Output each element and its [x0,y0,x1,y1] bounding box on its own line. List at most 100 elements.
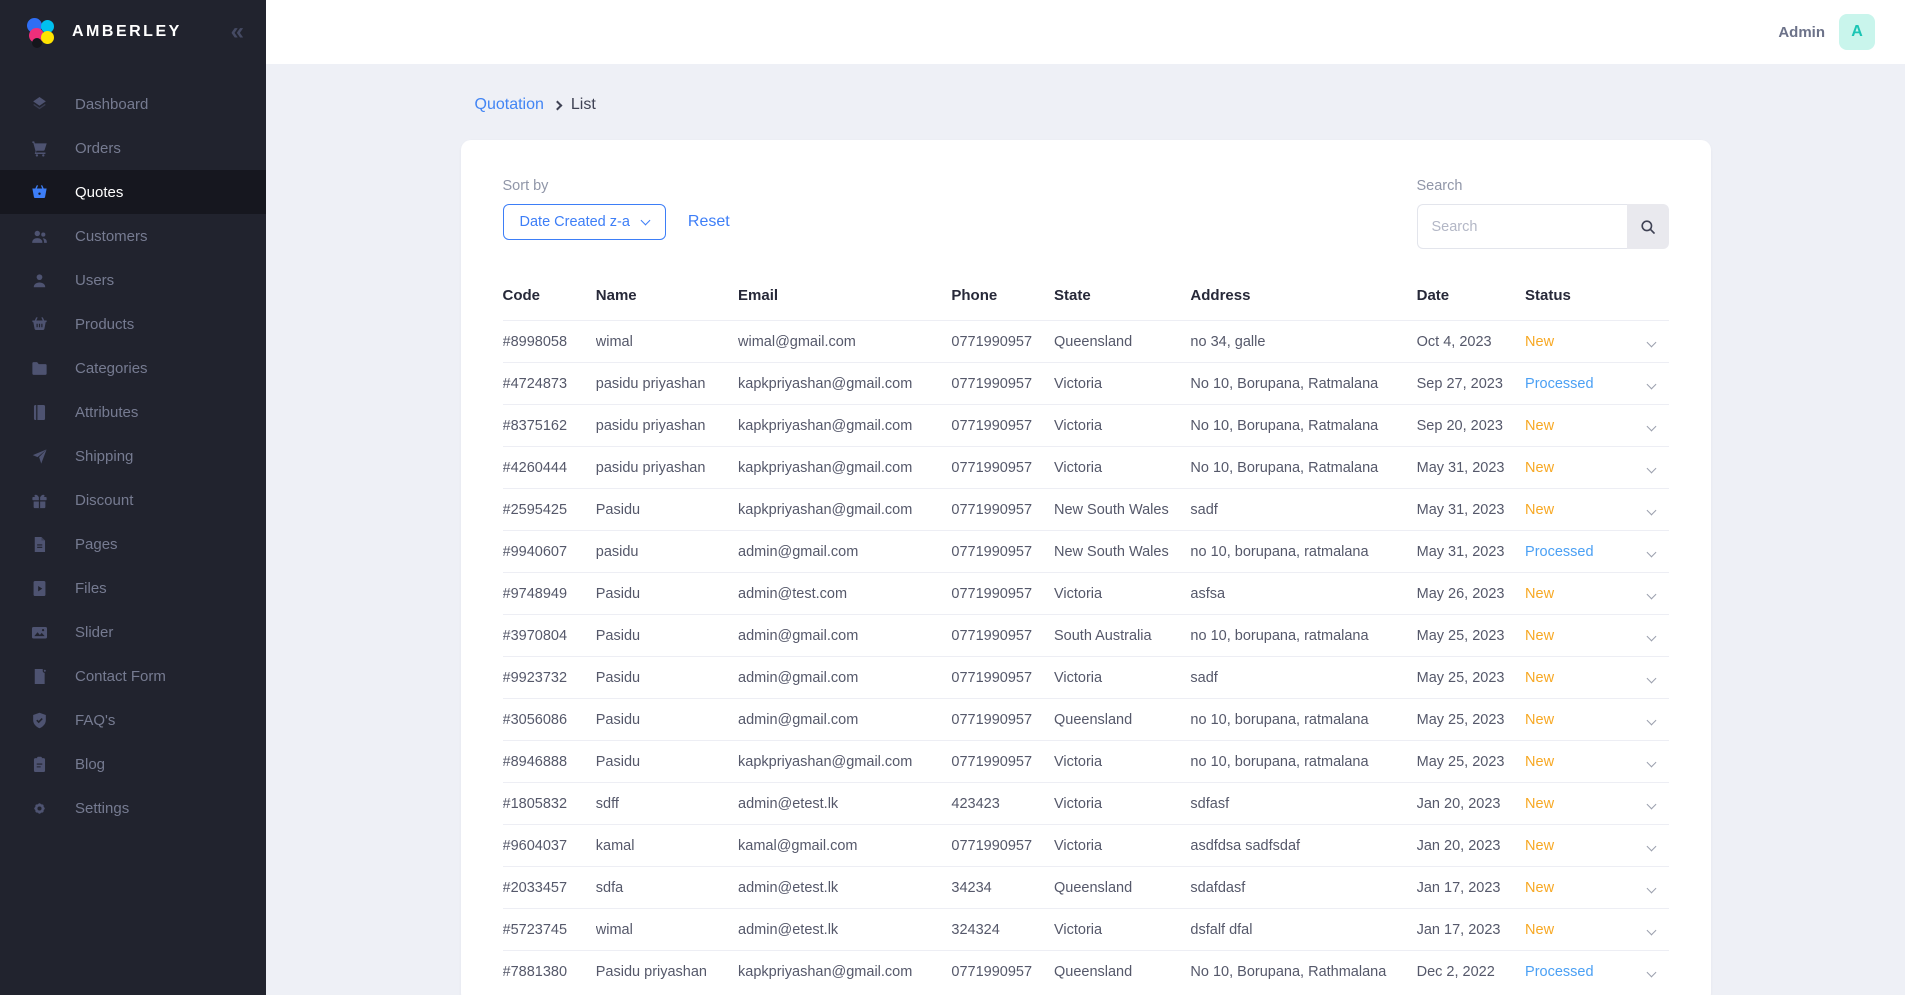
reset-button[interactable]: Reset [687,213,730,230]
sidebar-item-discount[interactable]: Discount [0,478,266,522]
sidebar-item-slider[interactable]: Slider [0,610,266,654]
cell-state: New South Wales [1053,530,1191,573]
cell-date: May 25, 2023 [1416,740,1526,783]
status-badge: New [1525,320,1640,363]
row-expand-chevron-icon[interactable] [1646,967,1656,978]
cell-address: no 10, borupana, ratmalana [1190,698,1417,741]
cell-code: #8375162 [502,404,596,447]
row-expand-chevron-icon[interactable] [1646,925,1656,935]
image-icon [30,623,49,642]
status-badge: New [1525,572,1640,615]
cell-state: Queensland [1053,698,1191,741]
cell-state: Victoria [1053,824,1191,867]
table-row: #9940607 pasidu admin@gmail.com 07719909… [502,530,1669,573]
sidebar-item-shipping[interactable]: Shipping [0,434,266,478]
cell-code: #9940607 [502,530,596,573]
cell-code: #7881380 [502,950,596,993]
row-expand-chevron-icon[interactable] [1646,715,1656,725]
row-expand-chevron-icon[interactable] [1646,379,1656,389]
sidebar-item-customers[interactable]: Customers [0,214,266,258]
brand-name: AMBERLEY [72,23,182,40]
table-row: #9923732 Pasidu admin@gmail.com 07719909… [502,656,1669,699]
row-expand-chevron-icon[interactable] [1646,463,1656,473]
cell-code: #5723745 [502,908,596,951]
sidebar-item-label: Dashboard [75,95,149,113]
sidebar-item-faqs[interactable]: FAQ's [0,698,266,742]
sidebar-item-label: Users [75,271,115,289]
cell-name: Pasidu [595,740,739,783]
avatar[interactable]: A [1839,14,1875,50]
sidebar-item-users[interactable]: Users [0,258,266,302]
cell-date: Jan 20, 2023 [1416,782,1526,825]
cell-phone: 0771990957 [951,404,1054,447]
cell-address: No 10, Borupana, Ratmalana [1190,404,1417,447]
table-header-row: Code Name Email Phone State Address Date Status [503,279,1669,321]
cell-address: dsfalf dfal [1190,908,1417,951]
sort-label: Sort by [502,178,549,194]
sidebar-nav: Dashboard Orders Quotes Customers Users … [0,82,266,830]
sidebar-item-pages[interactable]: Pages [0,522,266,566]
sidebar-item-dashboard[interactable]: Dashboard [0,82,266,126]
document-icon [30,535,49,554]
cell-date: May 25, 2023 [1416,656,1526,699]
cell-date: Oct 4, 2023 [1416,320,1526,363]
sidebar-item-quotes[interactable]: Quotes [0,170,266,214]
cell-phone: 0771990957 [951,698,1054,741]
cell-date: Jan 17, 2023 [1416,908,1526,951]
sidebar-collapse-icon[interactable]: « [230,18,244,45]
cell-email: kamal@gmail.com [738,824,952,867]
sort-dropdown[interactable]: Date Created z-a [502,204,666,240]
sidebar-item-blog[interactable]: Blog [0,742,266,786]
row-expand-chevron-icon[interactable] [1646,673,1656,683]
row-expand-chevron-icon[interactable] [1646,883,1656,893]
clipboard-icon [30,755,49,774]
sidebar-item-orders[interactable]: Orders [0,126,266,170]
row-expand-chevron-icon[interactable] [1646,589,1656,599]
cell-date: May 31, 2023 [1416,530,1526,573]
sidebar-item-files[interactable]: Files [0,566,266,610]
row-expand-chevron-icon[interactable] [1646,505,1656,515]
sidebar-item-categories[interactable]: Categories [0,346,266,390]
sidebar-item-settings[interactable]: Settings [0,786,266,830]
cell-name: sdff [595,782,739,825]
table-row: #5723745 wimal admin@etest.lk 324324 Vic… [502,908,1669,951]
sidebar-item-label: Pages [75,535,118,553]
row-expand-chevron-icon[interactable] [1646,757,1656,767]
status-badge: New [1525,824,1640,867]
status-badge: Processed [1525,950,1640,993]
sidebar-item-label: Settings [75,799,130,817]
row-expand-chevron-icon[interactable] [1646,631,1656,641]
row-expand-chevron-icon[interactable] [1646,841,1656,851]
cell-email: kapkpriyashan@gmail.com [738,950,952,993]
topbar: Admin A [266,0,1905,64]
table-body: #8998058 wimal wimal@gmail.com 077199095… [502,320,1669,993]
sidebar-item-attributes[interactable]: Attributes [0,390,266,434]
cart-icon [30,139,49,158]
table-row: #8375162 pasidu priyashan kapkpriyashan@… [502,404,1669,447]
row-expand-chevron-icon[interactable] [1646,799,1656,809]
sidebar-header: AMBERLEY « [0,0,266,64]
row-expand-chevron-icon[interactable] [1646,421,1656,431]
cell-address: asdfdsa sadfsdaf [1190,824,1417,867]
cell-state: Queensland [1053,320,1191,363]
table-row: #9748949 Pasidu admin@test.com 077199095… [502,572,1669,615]
search-input[interactable] [1416,204,1627,249]
cell-code: #4724873 [502,362,596,405]
brand-logo[interactable]: AMBERLEY [26,14,182,50]
sidebar-item-contact-form[interactable]: Contact Form [0,654,266,698]
row-expand-chevron-icon[interactable] [1646,337,1656,347]
cell-phone: 0771990957 [951,950,1054,993]
cell-phone: 0771990957 [951,362,1054,405]
cell-code: #2595425 [502,488,596,531]
customers-icon [30,227,49,246]
search-button[interactable] [1626,204,1669,249]
cell-email: admin@test.com [738,572,952,615]
table-row: #8998058 wimal wimal@gmail.com 077199095… [502,320,1669,363]
breadcrumb-parent-link[interactable]: Quotation [474,96,544,113]
cell-state: Victoria [1053,446,1191,489]
shop-basket-icon [30,315,49,334]
status-badge: New [1525,698,1640,741]
row-expand-chevron-icon[interactable] [1646,547,1656,557]
sidebar-item-products[interactable]: Products [0,302,266,346]
status-badge: New [1525,614,1640,657]
